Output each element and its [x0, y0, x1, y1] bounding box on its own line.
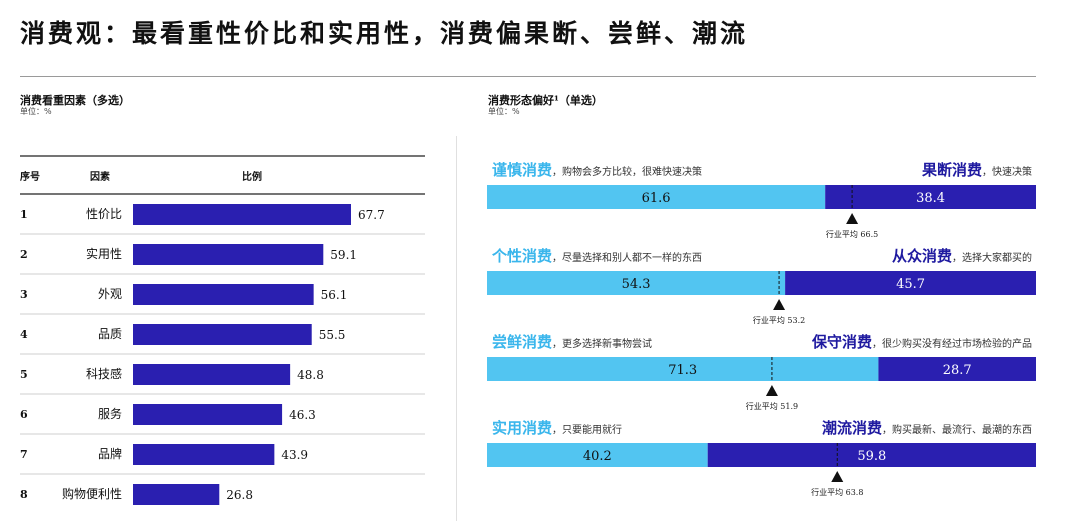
factor-bar	[133, 484, 220, 505]
right-section-title: 消费形态偏好¹（单选）	[488, 94, 603, 107]
factor-label: 科技感	[86, 366, 122, 381]
left-preference-bar	[487, 271, 786, 295]
row-index: 1	[20, 208, 28, 221]
left-preference-name: 谨慎消费	[492, 161, 552, 179]
factor-label: 实用性	[86, 246, 122, 261]
page-title: 消费观：最看重性价比和实用性，消费偏果断、尝鲜、潮流	[20, 19, 749, 48]
factor-value-label: 56.1	[321, 288, 348, 302]
factor-label: 品质	[98, 327, 122, 341]
right-preference-value: 28.7	[943, 363, 972, 378]
row-index: 4	[20, 328, 28, 341]
left-section-unit: 单位：%	[20, 107, 52, 116]
industry-average-label: 行业平均 51.9	[746, 401, 798, 411]
industry-average-label: 行业平均 63.8	[811, 487, 863, 497]
row-index: 5	[20, 368, 28, 381]
factor-bar	[133, 204, 351, 225]
row-index: 6	[20, 408, 28, 421]
right-preference-value: 45.7	[896, 277, 925, 292]
left-preference-name: 个性消费	[491, 247, 552, 265]
left-preference-label: 实用消费，只要能用就行	[492, 419, 622, 437]
right-preference-value: 59.8	[857, 449, 886, 464]
factor-value-label: 59.1	[330, 248, 357, 262]
factor-label: 服务	[98, 406, 122, 421]
column-header-ratio: 比例	[242, 170, 262, 183]
factor-value-label: 48.8	[297, 368, 324, 382]
right-preference-label: 保守消费，很少购买没有经过市场检验的产品	[811, 333, 1032, 351]
industry-average-marker	[846, 213, 859, 224]
factor-value-label: 43.9	[281, 448, 308, 462]
factor-bar	[133, 284, 314, 305]
left-preference-label: 谨慎消费，购物会多方比较，很难快速决策	[492, 161, 702, 179]
industry-average-marker	[765, 385, 778, 396]
factor-bar	[133, 444, 275, 465]
right-preference-bar	[785, 271, 1036, 295]
factor-bar	[133, 404, 283, 425]
right-preference-name: 从众消费	[892, 247, 952, 265]
right-preference-label: 从众消费，选择大家都买的	[892, 247, 1032, 265]
row-index: 2	[20, 248, 28, 261]
row-index: 8	[20, 488, 28, 501]
right-preference-desc: ，选择大家都买的	[952, 251, 1032, 264]
right-preference-bar	[825, 185, 1036, 209]
left-preference-name: 实用消费	[492, 419, 552, 437]
left-preference-value: 40.2	[583, 449, 612, 464]
factor-label: 性价比	[86, 207, 122, 221]
title-divider	[20, 76, 1036, 77]
factor-value-label: 55.5	[319, 328, 346, 342]
row-index: 7	[20, 448, 28, 461]
right-preference-bar	[707, 443, 1036, 467]
factor-bar	[133, 244, 324, 265]
column-header-index: 序号	[20, 170, 40, 183]
right-preference-label: 潮流消费，购买最新、最流行、最潮的东西	[822, 419, 1032, 437]
factor-label: 购物便利性	[62, 486, 122, 501]
left-preference-value: 71.3	[668, 363, 697, 378]
right-preference-name: 潮流消费	[822, 419, 882, 437]
left-preference-desc: ，购物会多方比较，很难快速决策	[552, 165, 702, 178]
left-preference-label: 尝鲜消费，更多选择新事物尝试	[492, 333, 652, 351]
left-preference-desc: ，只要能用就行	[552, 423, 622, 436]
industry-average-marker	[773, 299, 786, 310]
factor-label: 外观	[98, 287, 122, 301]
right-preference-label: 果断消费，快速决策	[921, 161, 1032, 179]
left-preference-label: 个性消费，尽量选择和别人都不一样的东西	[491, 247, 702, 265]
left-preference-value: 54.3	[622, 277, 651, 292]
right-preference-name: 保守消费	[811, 333, 872, 351]
left-preference-value: 61.6	[642, 191, 671, 206]
left-preference-name: 尝鲜消费	[492, 333, 552, 351]
left-preference-desc: ，更多选择新事物尝试	[552, 337, 652, 350]
left-preference-bar	[487, 443, 708, 467]
right-preference-desc: ，购买最新、最流行、最潮的东西	[882, 423, 1032, 436]
right-preference-name: 果断消费	[921, 161, 982, 179]
left-preference-desc: ，尽量选择和别人都不一样的东西	[552, 251, 702, 264]
factor-value-label: 67.7	[358, 208, 385, 222]
right-preference-value: 38.4	[916, 191, 945, 206]
factor-bar-chart: 序号 因素 比例 1 性价比 67.7 2 实用性 59.1 3 外观 56.1 4 品质 55.5 5 科技感…	[20, 155, 425, 505]
left-section-title: 消费看重因素（多选）	[20, 94, 130, 107]
factor-value-label: 46.3	[289, 408, 316, 422]
right-preference-bar	[878, 357, 1036, 381]
row-index: 3	[20, 288, 28, 301]
factor-bar	[133, 324, 312, 345]
industry-average-marker	[831, 471, 844, 482]
section-divider	[456, 136, 457, 521]
industry-average-label: 行业平均 53.2	[753, 315, 805, 325]
left-preference-bar	[487, 357, 879, 381]
column-header-factor: 因素	[90, 170, 110, 183]
factor-value-label: 26.8	[226, 488, 253, 502]
right-preference-desc: ，快速决策	[982, 165, 1032, 178]
factor-label: 品牌	[98, 447, 122, 461]
left-preference-bar	[487, 185, 826, 209]
right-preference-desc: ，很少购买没有经过市场检验的产品	[872, 337, 1032, 350]
right-section-unit: 单位：%	[488, 107, 520, 116]
factor-bar	[133, 364, 291, 385]
industry-average-label: 行业平均 66.5	[826, 229, 878, 239]
